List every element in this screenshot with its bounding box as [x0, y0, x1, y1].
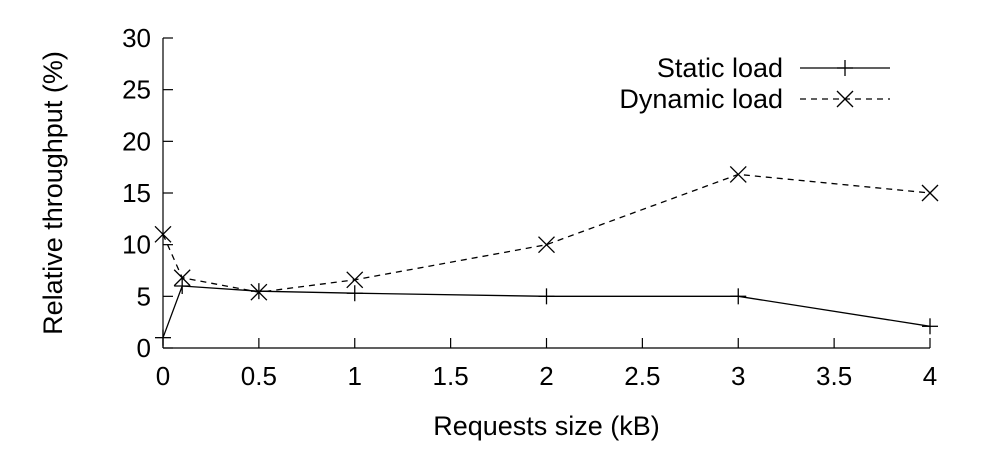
y-tick-label: 5 — [137, 281, 151, 311]
y-tick-label: 30 — [122, 23, 151, 53]
data-point-dynamic-load — [250, 283, 268, 301]
marker-stroke — [921, 184, 939, 202]
marker-stroke — [173, 269, 191, 287]
data-point-static-load — [922, 318, 938, 335]
y-tick-label: 0 — [137, 333, 151, 363]
y-tick-label: 25 — [122, 75, 151, 105]
marker-stroke — [154, 225, 172, 243]
y-tick-label: 10 — [122, 230, 151, 260]
data-point-static-load — [346, 285, 363, 302]
x-tick-label: 3 — [731, 361, 745, 391]
legend-marker-static-load — [837, 60, 853, 76]
x-tick-label: 3.5 — [816, 361, 852, 391]
marker-stroke — [729, 165, 747, 183]
x-tick-label: 4 — [923, 361, 937, 391]
x-tick-label: 0 — [156, 361, 170, 391]
y-axis-title: Relative throughput (%) — [38, 51, 68, 335]
x-tick-label: 1.5 — [433, 361, 469, 391]
legend-label-static-load: Static load — [657, 53, 783, 83]
x-tick-label: 0.5 — [241, 361, 277, 391]
data-point-dynamic-load — [173, 269, 191, 287]
marker-stroke — [250, 283, 268, 301]
y-tick-label: 20 — [122, 126, 151, 156]
x-tick-label: 2.5 — [624, 361, 660, 391]
legend-label-dynamic-load: Dynamic load — [619, 84, 783, 114]
series — [154, 165, 939, 346]
data-point-dynamic-load — [921, 184, 939, 202]
data-point-static-load — [155, 329, 171, 346]
data-point-dynamic-load — [729, 165, 747, 183]
marker-stroke — [346, 271, 364, 289]
data-point-dynamic-load — [346, 271, 364, 289]
x-axis-title: Requests size (kB) — [433, 411, 660, 441]
data-point-dynamic-load — [154, 225, 172, 243]
legend-marker-dynamic-load — [836, 90, 854, 108]
data-point-static-load — [174, 278, 191, 294]
data-point-static-load — [538, 288, 555, 305]
data-point-dynamic-load — [538, 236, 555, 254]
data-point-static-load — [250, 283, 267, 300]
series-line-dynamic-load — [162, 173, 931, 293]
x-tick-label: 1 — [348, 361, 362, 391]
marker-stroke — [538, 236, 555, 254]
y-tick-label: 15 — [122, 178, 151, 208]
ticks: 0 5 10 15 20 25 30 0 0.5 1 1.5 2 2.5 3 3.5 4 — [122, 23, 937, 391]
marker-stroke — [836, 90, 854, 108]
data-point-static-load — [730, 288, 747, 305]
x-tick-label: 2 — [539, 361, 553, 391]
